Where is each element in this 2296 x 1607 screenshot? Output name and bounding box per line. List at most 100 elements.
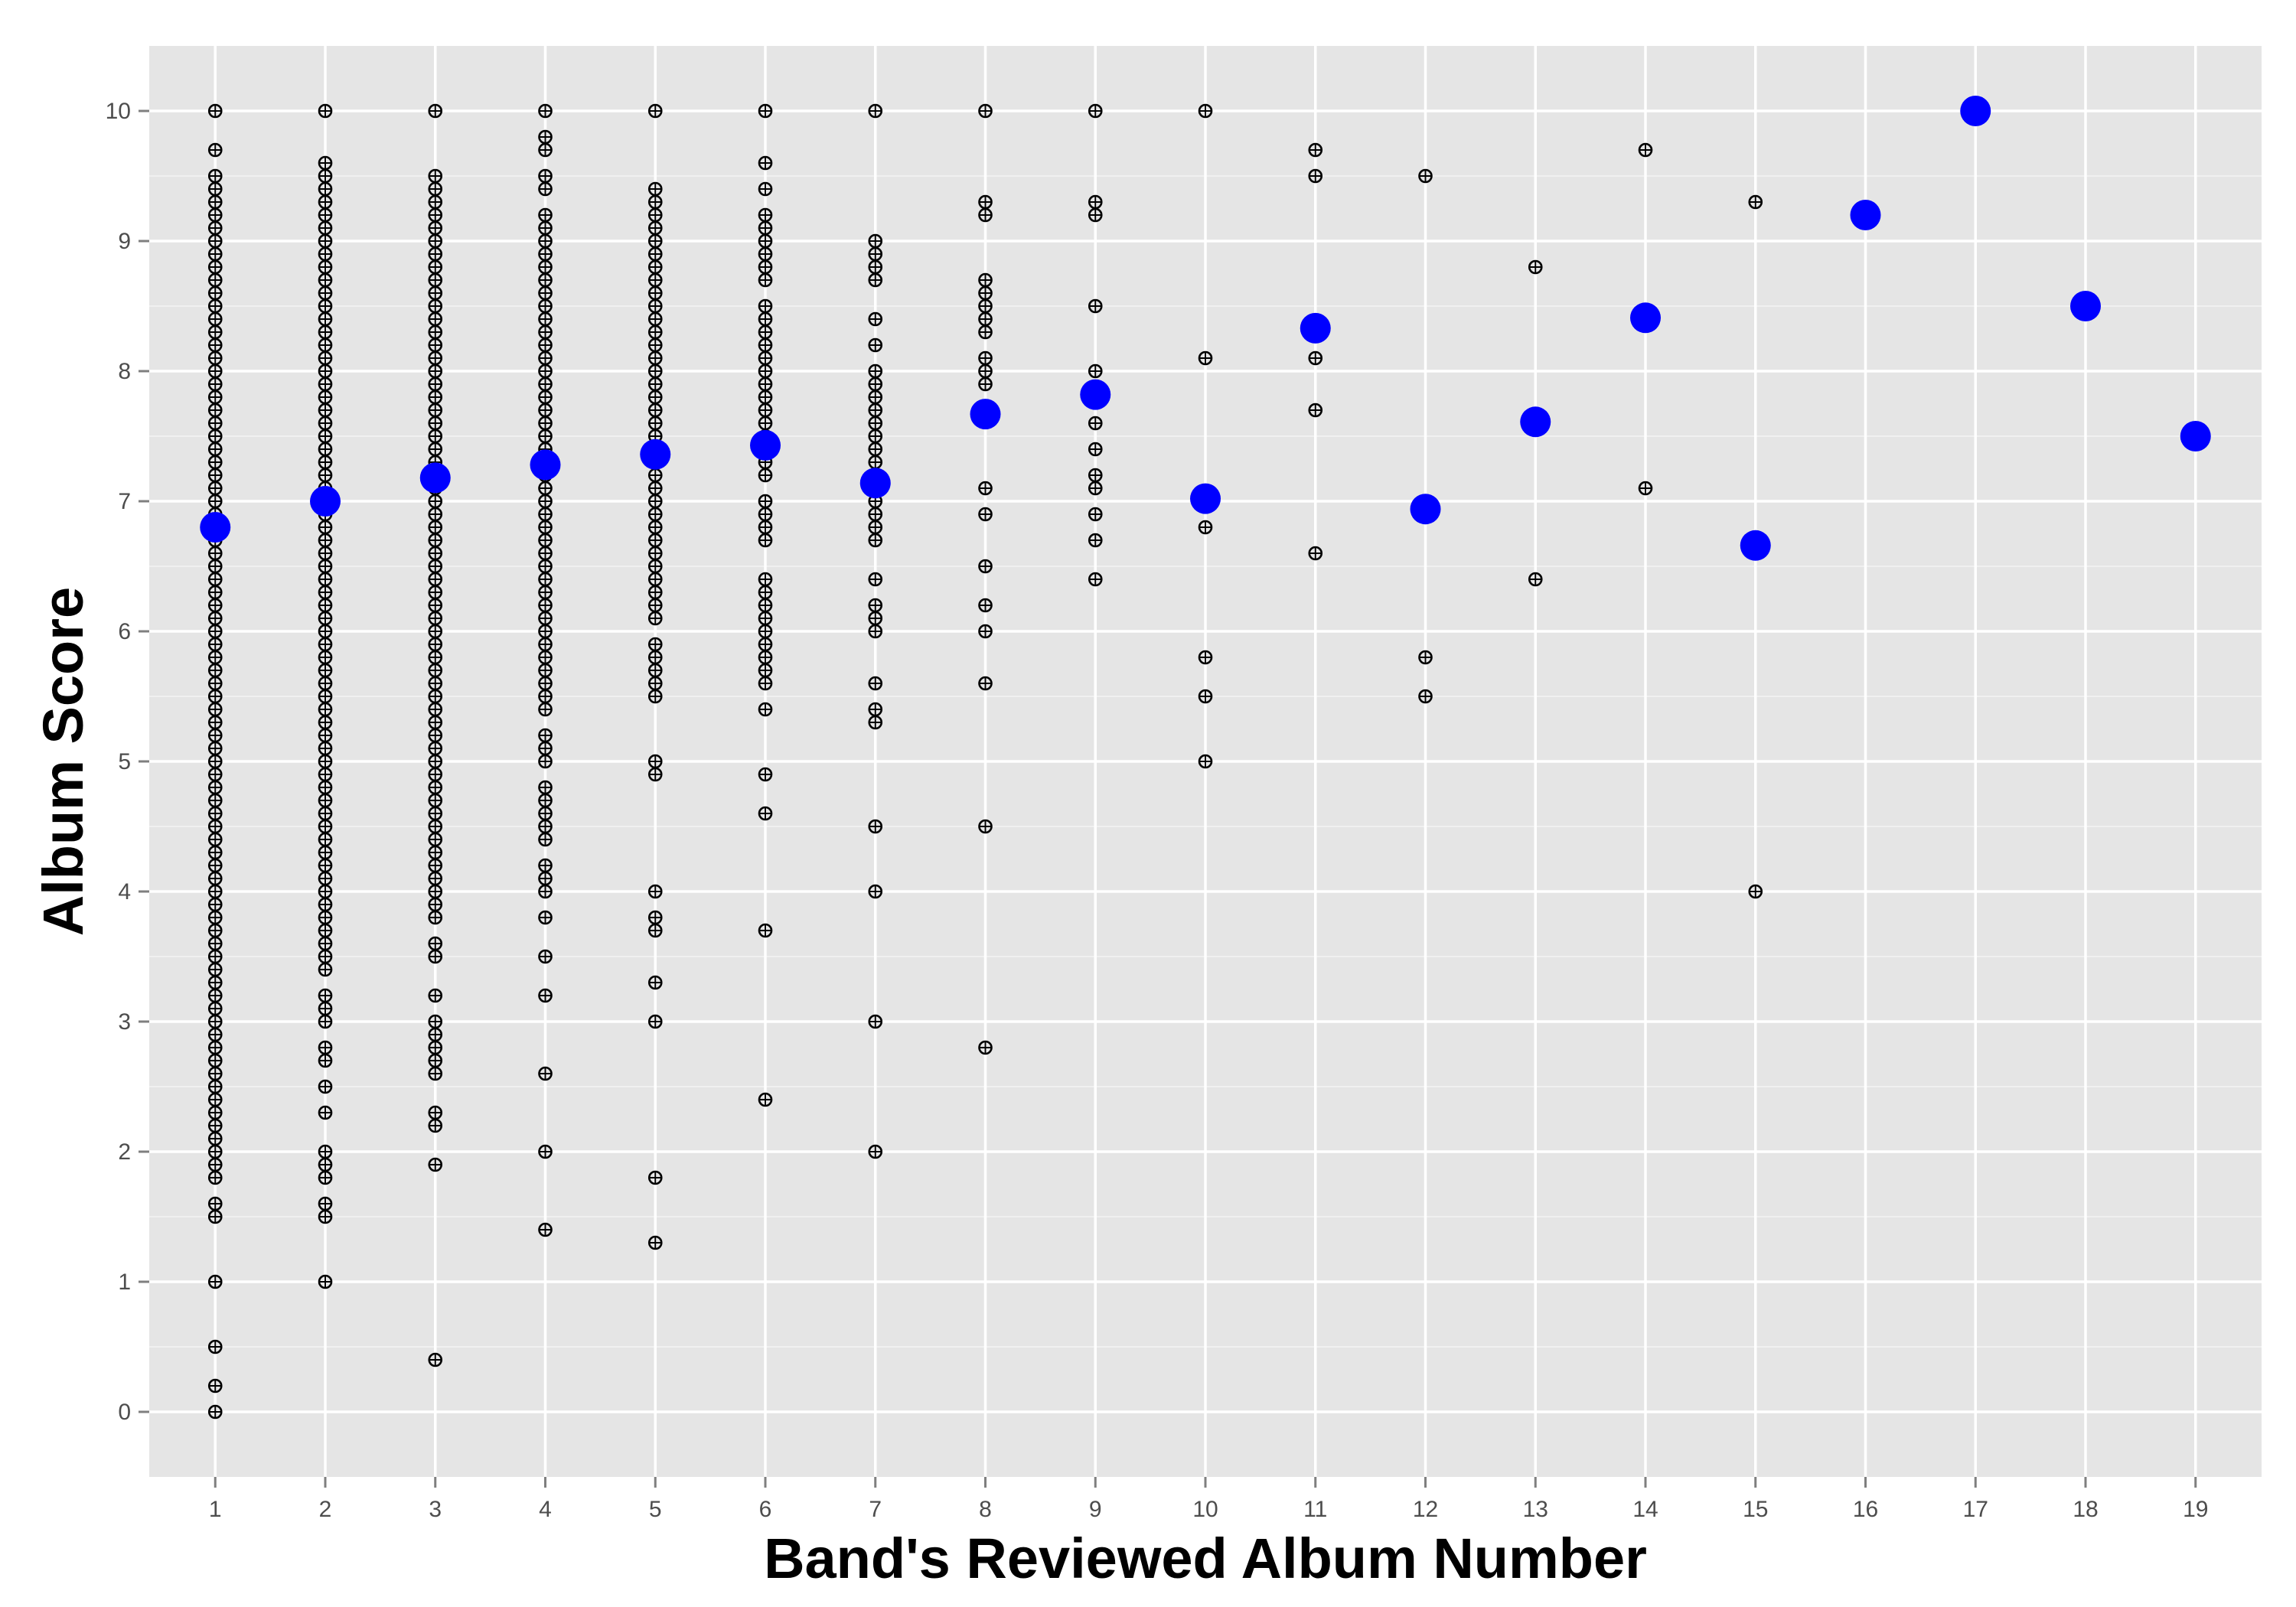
- score-point: [758, 663, 773, 678]
- score-point: [207, 337, 223, 353]
- score-point: [207, 403, 223, 418]
- score-point: [978, 376, 993, 392]
- score-point: [318, 155, 333, 171]
- score-point: [318, 637, 333, 652]
- score-point: [647, 507, 663, 522]
- score-point: [207, 429, 223, 444]
- score-point: [758, 155, 773, 171]
- score-point: [978, 103, 993, 119]
- score-point: [978, 1040, 993, 1055]
- mean-point: [1630, 302, 1661, 334]
- score-point: [207, 806, 223, 821]
- score-point: [647, 220, 663, 236]
- score-point: [428, 546, 443, 561]
- score-point: [868, 715, 883, 730]
- score-point: [318, 337, 333, 353]
- score-point: [758, 403, 773, 418]
- y-tick-label: 3: [118, 1009, 131, 1035]
- y-tick-label: 1: [118, 1270, 131, 1295]
- score-point: [318, 429, 333, 444]
- score-point: [1088, 507, 1103, 522]
- score-point: [207, 1274, 223, 1289]
- x-tick-label: 1: [209, 1497, 222, 1522]
- score-point: [428, 416, 443, 431]
- score-point: [758, 806, 773, 821]
- score-point: [428, 442, 443, 457]
- score-point: [538, 637, 553, 652]
- score-point: [318, 702, 333, 717]
- score-point: [978, 481, 993, 496]
- score-point: [538, 598, 553, 613]
- score-point: [207, 767, 223, 782]
- score-point: [207, 363, 223, 379]
- score-point: [428, 403, 443, 418]
- score-point: [207, 611, 223, 626]
- score-point: [538, 207, 553, 223]
- score-point: [207, 168, 223, 184]
- score-point: [868, 416, 883, 431]
- score-point: [538, 1144, 553, 1159]
- x-tick-label: 14: [1632, 1497, 1658, 1522]
- mean-point: [1080, 379, 1111, 410]
- score-point: [207, 416, 223, 431]
- score-point: [428, 845, 443, 860]
- score-point: [538, 376, 553, 392]
- score-point: [647, 975, 663, 990]
- score-point: [428, 884, 443, 899]
- score-point: [318, 324, 333, 340]
- score-point: [1308, 168, 1323, 184]
- score-point: [538, 676, 553, 691]
- score-point: [758, 103, 773, 119]
- score-point: [1308, 350, 1323, 366]
- score-point: [1418, 650, 1433, 665]
- score-point: [428, 520, 443, 535]
- score-point: [207, 1053, 223, 1068]
- score-point: [1198, 350, 1213, 366]
- grid-lines: [149, 46, 2262, 1477]
- score-point: [207, 715, 223, 730]
- score-point: [647, 1014, 663, 1029]
- score-point: [1198, 650, 1213, 665]
- score-point: [428, 572, 443, 587]
- score-point: [318, 572, 333, 587]
- mean-point: [1190, 483, 1221, 514]
- score-point: [758, 676, 773, 691]
- score-point: [318, 624, 333, 639]
- score-point: [538, 871, 553, 886]
- score-point: [538, 858, 553, 873]
- score-point: [647, 598, 663, 613]
- score-point: [428, 1053, 443, 1068]
- y-axis-title: Album Score: [31, 587, 95, 936]
- score-point: [428, 715, 443, 730]
- score-point: [207, 936, 223, 951]
- score-point: [647, 663, 663, 678]
- score-point: [428, 337, 443, 353]
- score-point: [647, 481, 663, 496]
- score-point: [428, 533, 443, 548]
- score-point: [1088, 442, 1103, 457]
- score-point: [318, 832, 333, 847]
- score-point: [538, 949, 553, 964]
- score-point: [868, 246, 883, 262]
- score-point: [318, 1105, 333, 1120]
- x-tick-label: 11: [1303, 1497, 1327, 1522]
- score-point: [207, 481, 223, 496]
- score-point: [758, 220, 773, 236]
- score-point: [207, 624, 223, 639]
- score-point: [758, 494, 773, 509]
- score-point: [1528, 572, 1543, 587]
- score-point: [647, 585, 663, 600]
- score-point: [758, 598, 773, 613]
- score-point: [207, 311, 223, 327]
- score-point: [1308, 142, 1323, 158]
- score-point: [868, 572, 883, 587]
- score-point: [647, 259, 663, 275]
- score-point: [318, 1053, 333, 1068]
- score-point: [428, 311, 443, 327]
- score-point: [207, 845, 223, 860]
- score-point: [758, 585, 773, 600]
- score-point: [207, 585, 223, 600]
- score-point: [978, 298, 993, 314]
- score-point: [538, 663, 553, 678]
